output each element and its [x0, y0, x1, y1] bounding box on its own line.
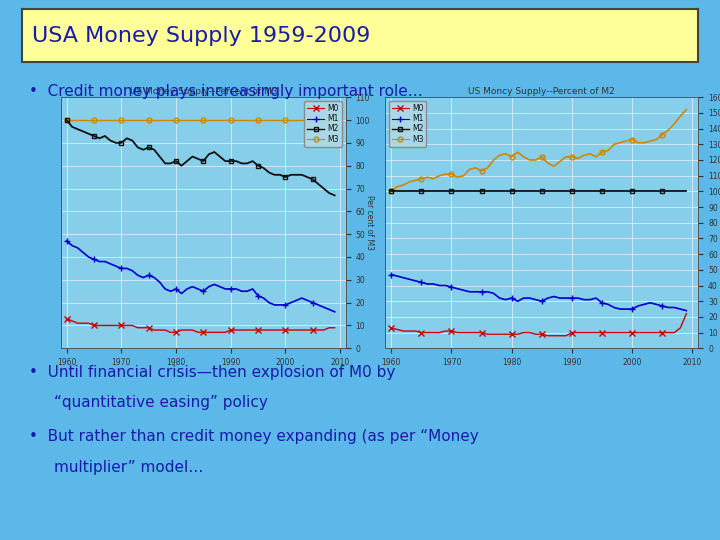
Y-axis label: Per cent of M3: Per cent of M3 — [365, 195, 374, 250]
Legend: M0, M1, M2, M3: M0, M1, M2, M3 — [389, 101, 426, 146]
Text: •  Until financial crisis—then explosion of M0 by: • Until financial crisis—then explosion … — [29, 364, 395, 380]
Text: USA Money Supply 1959-2009: USA Money Supply 1959-2009 — [32, 25, 370, 46]
Title: US Money Supply--Percent of M3: US Money Supply--Percent of M3 — [130, 87, 277, 97]
Y-axis label: Per cent of M3: Per cent of M3 — [718, 195, 720, 250]
Text: •  But rather than credit money expanding (as per “Money: • But rather than credit money expanding… — [29, 429, 479, 444]
Text: “quantitative easing” policy: “quantitative easing” policy — [54, 395, 268, 410]
Title: US Moncy Supply--Percent of M2: US Moncy Supply--Percent of M2 — [469, 87, 615, 97]
Text: •  Credit money plays increasingly important role…: • Credit money plays increasingly import… — [29, 84, 423, 99]
Text: multiplier” model…: multiplier” model… — [54, 460, 203, 475]
Legend: M0, M1, M2, M3: M0, M1, M2, M3 — [305, 101, 342, 146]
